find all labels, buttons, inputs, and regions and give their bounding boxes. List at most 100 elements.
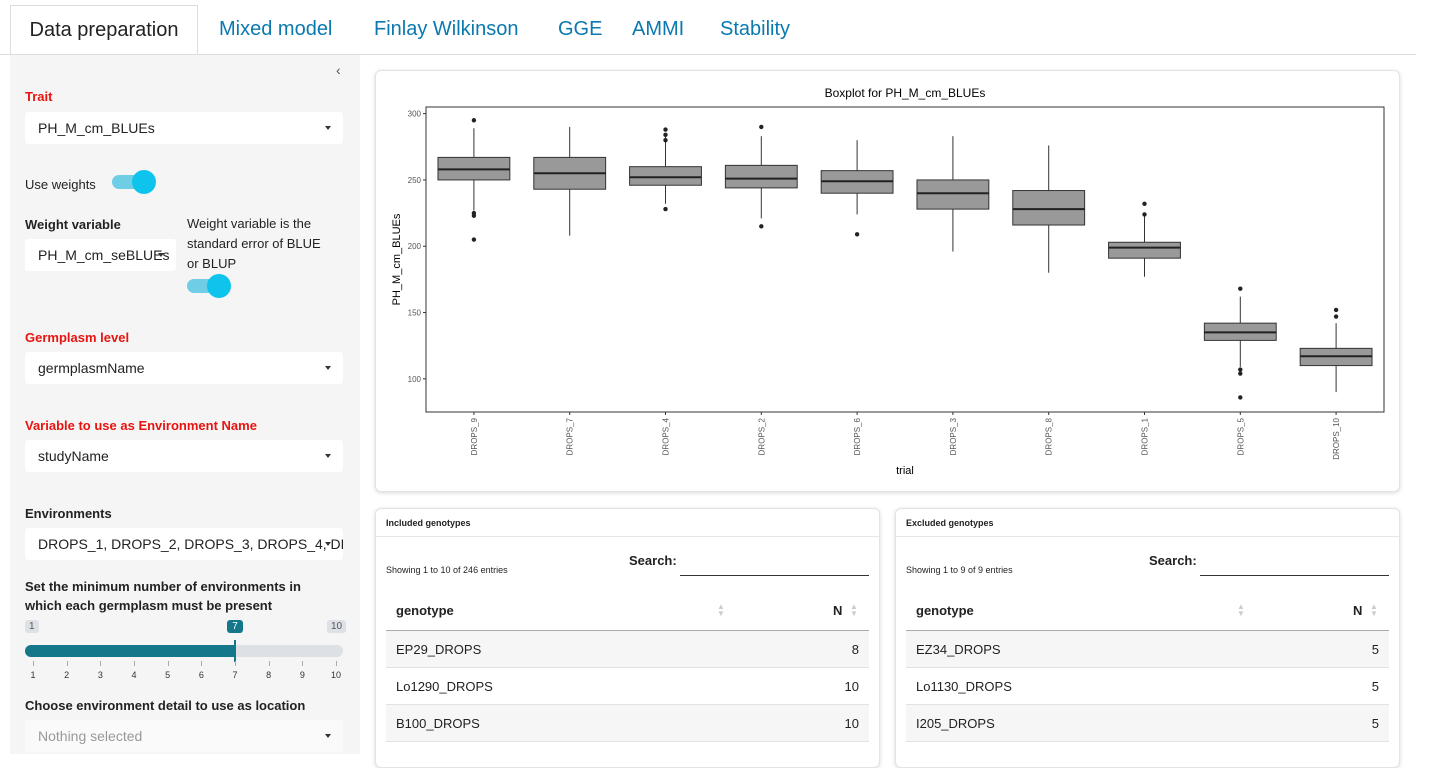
field-label: Environments: [25, 506, 112, 521]
slider-max: 10: [327, 620, 347, 633]
field-label: Set the minimum number of environments i…: [25, 579, 301, 613]
y-tick-label: 150: [408, 309, 422, 318]
slider-tick: [66, 661, 68, 666]
slider-tick: [100, 661, 102, 666]
boxplot: Boxplot for PH_M_cm_BLUEs PH_M_cm_BLUEstr…: [391, 86, 1385, 477]
select[interactable]: PH_M_cm_BLUEs: [25, 112, 343, 144]
outlier: [1142, 212, 1147, 217]
toggle-knob: [132, 170, 156, 194]
x-tick-label: DROPS_8: [1045, 417, 1054, 455]
search-input[interactable]: [1200, 575, 1389, 576]
tab[interactable]: AMMI: [632, 18, 685, 40]
y-tick-label: 200: [408, 242, 422, 251]
slider-tick: [235, 661, 236, 666]
select[interactable]: Nothing selected: [25, 720, 343, 752]
table-row: Lo1130_DROPS 5: [906, 668, 1389, 705]
outlier: [1238, 395, 1243, 400]
slider-tick-label: 8: [266, 670, 272, 680]
sort-icon: ▲ ▼: [850, 602, 858, 618]
x-tick-label: DROPS_2: [757, 417, 766, 455]
separator: [376, 536, 879, 537]
outlier: [471, 237, 477, 242]
sort-icon: ▲ ▼: [1370, 602, 1378, 618]
table-info: Showing 1 to 10 of 246 entries: [386, 565, 508, 575]
slider-tick-label: 4: [131, 670, 137, 680]
outlier: [471, 118, 477, 123]
search-label: Search:: [629, 553, 677, 568]
slider-tick: [167, 661, 169, 666]
outlier: [1238, 367, 1243, 372]
help-text: Weight variable is the standard error of…: [187, 216, 321, 271]
table-title: Excluded genotypes: [906, 518, 994, 528]
column-header[interactable]: genotype: [916, 603, 974, 618]
header-border: [386, 630, 869, 631]
x-tick-label: DROPS_9: [470, 417, 479, 455]
box: [916, 179, 990, 210]
slider-tick: [268, 661, 270, 666]
toggle-knob: [207, 274, 231, 298]
toggle[interactable]: [187, 274, 231, 298]
cell: EZ34_DROPS: [916, 642, 1001, 657]
slider-tick-label: 5: [165, 670, 171, 680]
column-header[interactable]: N: [1353, 603, 1363, 618]
tab[interactable]: Finlay Wilkinson: [374, 18, 519, 40]
table-row: B100_DROPS 10: [386, 705, 869, 742]
chart-title: Boxplot for PH_M_cm_BLUEs: [825, 86, 986, 100]
collapse-button[interactable]: ‹: [336, 62, 341, 78]
search-label: Search:: [1149, 553, 1197, 568]
x-axis-label: trial: [896, 465, 914, 477]
search-input[interactable]: [680, 575, 869, 576]
column-header[interactable]: genotype: [396, 603, 454, 618]
box: [1012, 190, 1086, 226]
column-header[interactable]: N: [833, 603, 843, 618]
cell: Lo1130_DROPS: [916, 679, 1012, 694]
header-border: [906, 630, 1389, 631]
table-row: I205_DROPS 5: [906, 705, 1389, 742]
slider-value: 7: [227, 620, 243, 633]
table-row: EP29_DROPS 8: [386, 631, 869, 668]
tab[interactable]: Data preparation: [10, 5, 198, 55]
field-label: Germplasm level: [25, 330, 130, 345]
table-row: EZ34_DROPS 5: [906, 631, 1389, 668]
cell: 5: [1371, 679, 1379, 694]
field-label: Use weights: [25, 177, 96, 192]
sort-icon: ▲ ▼: [1237, 602, 1245, 618]
tab[interactable]: Mixed model: [219, 18, 333, 40]
field-label: Variable to use as Environment Name: [25, 418, 257, 433]
field-label: Weight variable: [25, 217, 121, 232]
outlier: [663, 127, 668, 132]
outlier: [663, 137, 668, 143]
select[interactable]: studyName: [25, 440, 343, 472]
slider[interactable]: 1 10 7 1 2 3 4 5 6 7 8 9 10: [0, 0, 360, 700]
cell: 5: [1371, 642, 1379, 657]
table-card: Excluded genotypes Showing 1 to 9 of 9 en…: [895, 508, 1400, 768]
x-tick-label: DROPS_10: [1332, 417, 1341, 459]
tab[interactable]: GGE: [558, 18, 603, 40]
y-axis-label: PH_M_cm_BLUEs: [391, 213, 403, 305]
toggle[interactable]: [112, 170, 156, 194]
slider-tick-label: 3: [97, 670, 103, 680]
cell: 8: [851, 642, 859, 657]
sidebar: [10, 55, 360, 754]
table-title: Included genotypes: [386, 518, 471, 528]
table-info: Showing 1 to 9 of 9 entries: [906, 565, 1013, 575]
slider-tick: [336, 661, 337, 666]
table-row: Lo1290_DROPS 10: [386, 668, 869, 705]
select[interactable]: PH_M_cm_seBLUEs: [25, 239, 176, 271]
box: [724, 164, 798, 189]
outlier: [1333, 314, 1339, 319]
outlier: [471, 213, 477, 218]
slider-tick: [134, 661, 135, 666]
x-tick-label: DROPS_1: [1141, 417, 1150, 455]
tab[interactable]: Stability: [720, 18, 791, 40]
outlier: [663, 132, 668, 138]
slider-tick: [201, 661, 203, 666]
outlier: [1142, 201, 1147, 207]
outlier: [1333, 307, 1339, 313]
select[interactable]: DROPS_1, DROPS_2, DROPS_3, DROPS_4, DROP: [25, 528, 343, 560]
select[interactable]: germplasmName: [25, 352, 343, 384]
table-card: Included genotypes Showing 1 to 10 of 246…: [375, 508, 880, 768]
x-tick-label: DROPS_4: [662, 417, 671, 455]
